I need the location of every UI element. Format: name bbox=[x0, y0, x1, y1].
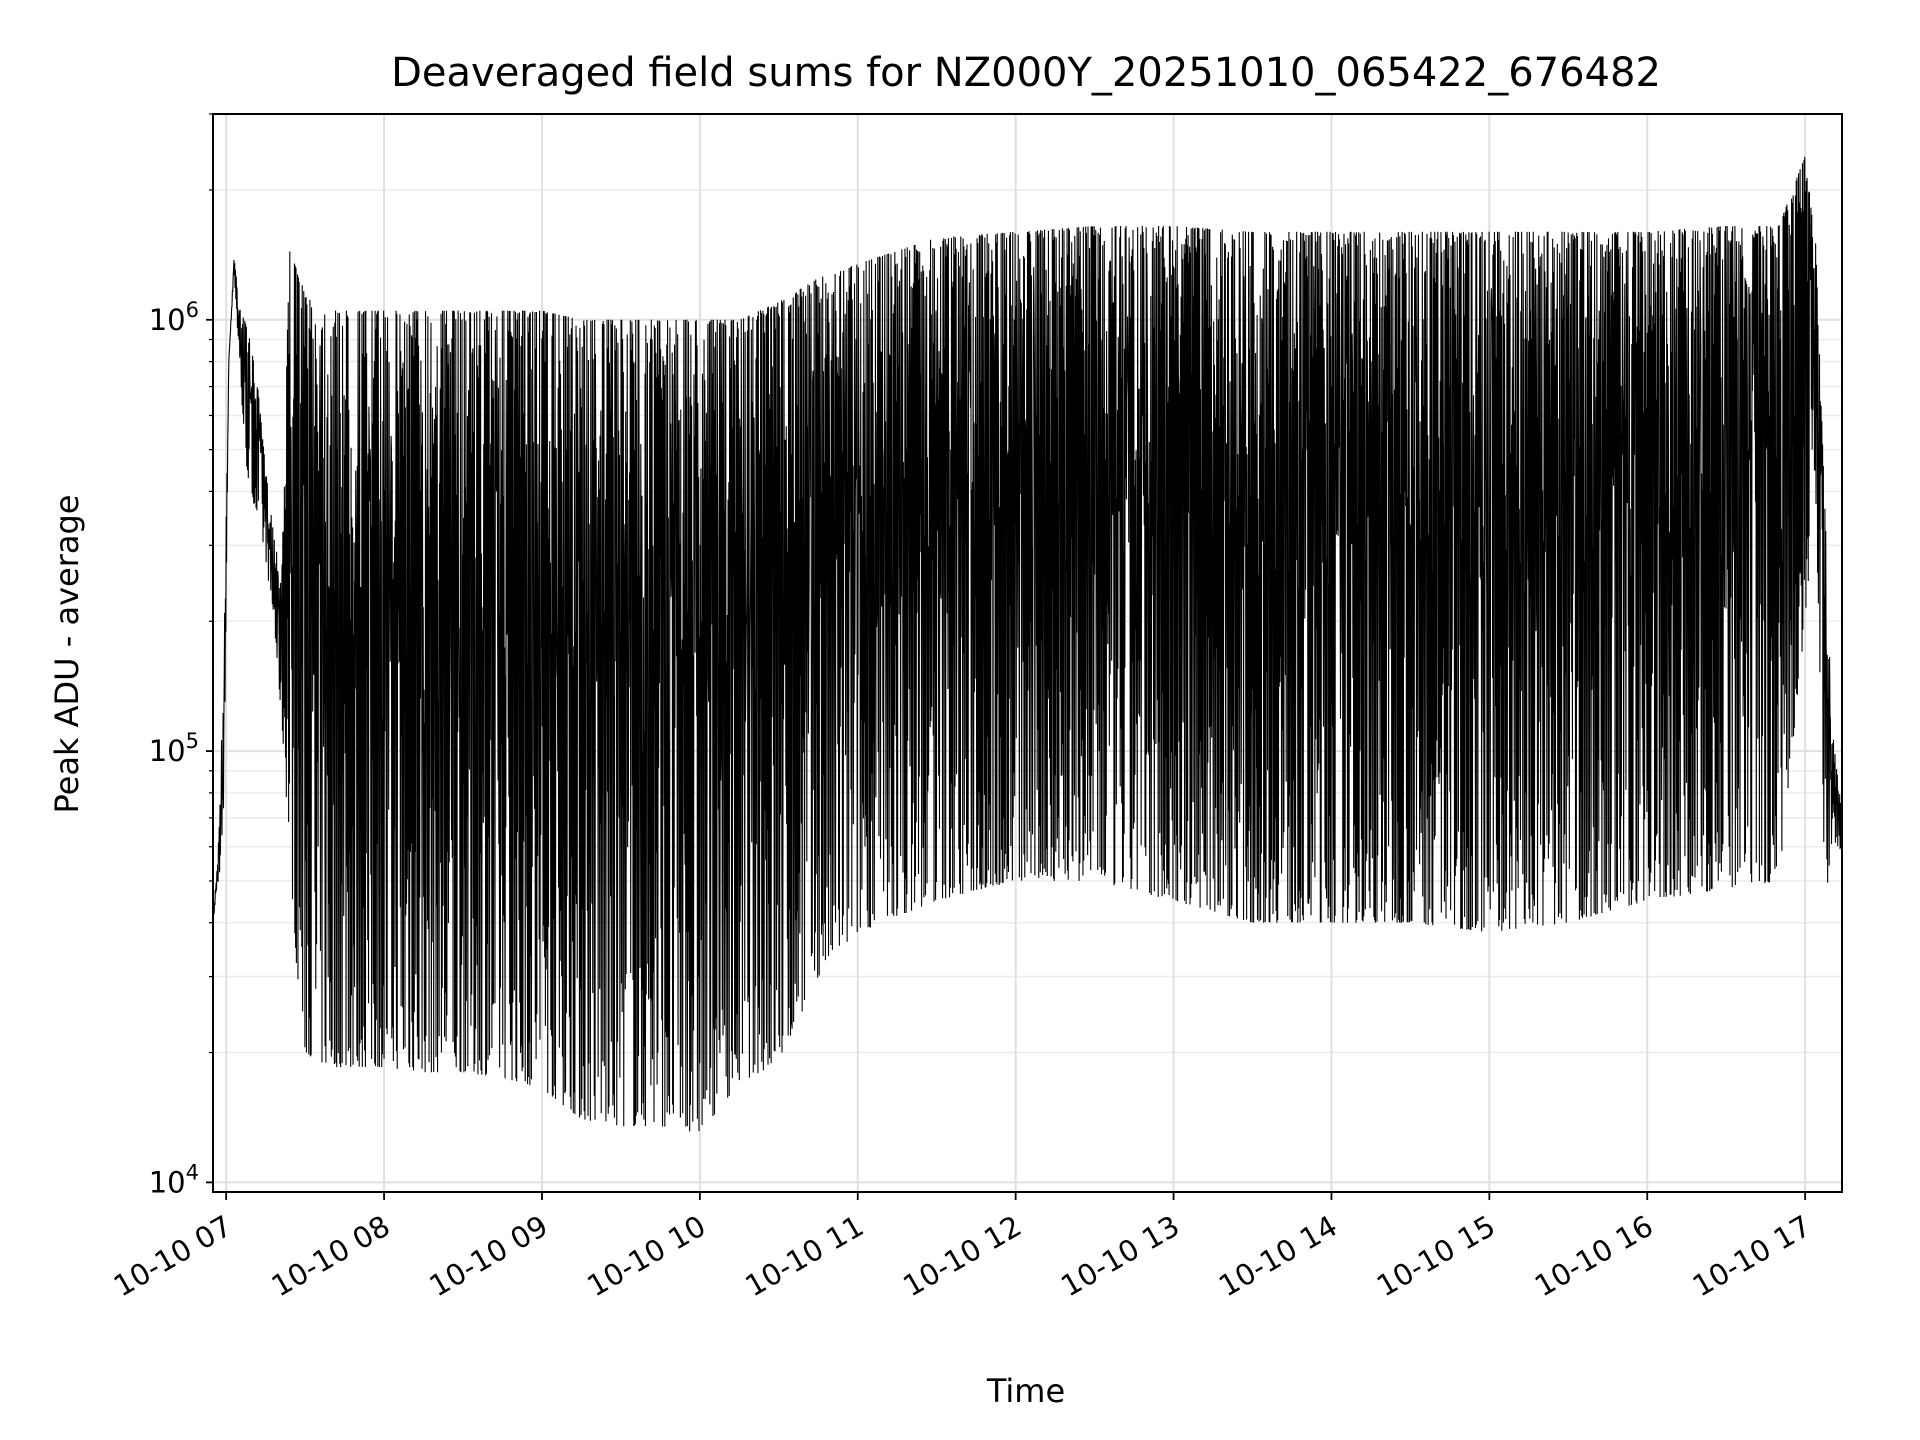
chart-title: Deaveraged field sums for NZ000Y_2025101… bbox=[391, 50, 1661, 96]
x-axis-title: Time bbox=[986, 1372, 1065, 1410]
plot-series bbox=[212, 156, 1843, 1132]
y-tick-label: 105 bbox=[149, 729, 199, 768]
y-tick-label: 106 bbox=[149, 298, 199, 337]
plot-frame bbox=[212, 113, 1843, 1193]
series-line bbox=[212, 156, 1843, 1132]
y-tick-label: 104 bbox=[149, 1160, 199, 1199]
y-axis-title: Peak ADU - average bbox=[48, 495, 86, 814]
y-axis: 104 105 106 bbox=[149, 113, 213, 1199]
